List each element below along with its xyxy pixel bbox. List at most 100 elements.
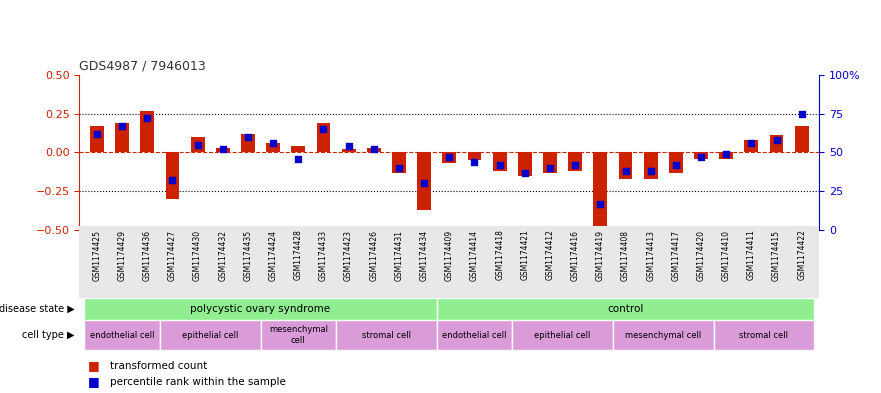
Text: GSM1174413: GSM1174413	[646, 230, 655, 281]
Text: GSM1174425: GSM1174425	[93, 230, 101, 281]
Bar	[669, 152, 683, 173]
Point	[417, 180, 431, 187]
Bar	[140, 110, 154, 152]
Point	[719, 151, 733, 157]
Text: GSM1174434: GSM1174434	[419, 230, 429, 281]
Text: GSM1174428: GSM1174428	[293, 230, 303, 281]
Bar	[115, 123, 129, 152]
Text: stromal cell: stromal cell	[739, 331, 788, 340]
Text: GSM1174416: GSM1174416	[571, 230, 580, 281]
Bar	[342, 149, 356, 152]
Point	[593, 200, 607, 207]
Bar	[90, 126, 104, 152]
Text: GSM1174415: GSM1174415	[772, 230, 781, 281]
Bar	[613, 320, 714, 350]
Text: percentile rank within the sample: percentile rank within the sample	[110, 377, 286, 387]
Text: transformed count: transformed count	[110, 361, 207, 371]
Point	[392, 165, 406, 171]
Point	[518, 169, 532, 176]
Bar	[85, 298, 437, 320]
Text: ■: ■	[88, 360, 100, 373]
Text: GSM1174418: GSM1174418	[495, 230, 504, 281]
Point	[140, 115, 154, 121]
Point	[744, 140, 759, 146]
Text: epithelial cell: epithelial cell	[182, 331, 239, 340]
Bar	[437, 320, 512, 350]
Bar	[418, 152, 431, 210]
Text: control: control	[607, 304, 644, 314]
Point	[568, 162, 582, 168]
Bar	[241, 134, 255, 152]
Bar	[618, 152, 633, 179]
Text: GSM1174412: GSM1174412	[545, 230, 554, 281]
Text: GSM1174424: GSM1174424	[269, 230, 278, 281]
Bar	[261, 320, 336, 350]
Point	[366, 146, 381, 152]
Bar	[594, 152, 607, 227]
Text: GSM1174427: GSM1174427	[168, 230, 177, 281]
Text: GSM1174430: GSM1174430	[193, 230, 202, 281]
Bar	[694, 152, 708, 159]
Point	[266, 140, 280, 146]
Bar	[468, 152, 481, 160]
Text: GSM1174436: GSM1174436	[143, 230, 152, 281]
Bar	[795, 126, 809, 152]
Bar	[744, 140, 759, 152]
Text: polycystic ovary syndrome: polycystic ovary syndrome	[190, 304, 330, 314]
Bar	[719, 152, 733, 159]
Text: mesenchymal cell: mesenchymal cell	[626, 331, 701, 340]
Bar	[166, 152, 180, 199]
Text: cell type ▶: cell type ▶	[22, 330, 75, 340]
Point	[795, 110, 809, 117]
Text: GSM1174410: GSM1174410	[722, 230, 730, 281]
Point	[644, 168, 658, 174]
Text: GSM1174414: GSM1174414	[470, 230, 479, 281]
Point	[669, 162, 683, 168]
Point	[543, 165, 557, 171]
Bar	[518, 152, 532, 176]
Text: GSM1174408: GSM1174408	[621, 230, 630, 281]
Text: disease state ▶: disease state ▶	[0, 304, 75, 314]
Bar	[543, 152, 557, 173]
Point	[166, 177, 180, 184]
Text: mesenchymal
cell: mesenchymal cell	[269, 325, 328, 345]
Text: GSM1174429: GSM1174429	[117, 230, 127, 281]
Point	[442, 154, 456, 160]
Text: GSM1174432: GSM1174432	[218, 230, 227, 281]
Bar	[266, 143, 280, 152]
Text: GSM1174420: GSM1174420	[697, 230, 706, 281]
Text: GSM1174423: GSM1174423	[344, 230, 353, 281]
Text: ■: ■	[88, 375, 100, 389]
Point	[216, 146, 230, 152]
Bar	[366, 148, 381, 152]
Bar	[512, 320, 613, 350]
Text: GSM1174417: GSM1174417	[671, 230, 680, 281]
Bar	[644, 152, 657, 179]
Bar	[392, 152, 406, 173]
Point	[292, 156, 306, 162]
Point	[618, 168, 633, 174]
Bar	[442, 152, 456, 163]
Text: GSM1174422: GSM1174422	[797, 230, 806, 281]
Text: GSM1174433: GSM1174433	[319, 230, 328, 281]
Bar	[216, 148, 230, 152]
Text: endothelial cell: endothelial cell	[442, 331, 507, 340]
Text: GSM1174409: GSM1174409	[445, 230, 454, 281]
Point	[694, 154, 708, 160]
Bar	[316, 123, 330, 152]
Bar	[336, 320, 437, 350]
Text: endothelial cell: endothelial cell	[90, 331, 154, 340]
Point	[316, 126, 330, 132]
Bar	[292, 146, 305, 152]
Text: GSM1174431: GSM1174431	[395, 230, 403, 281]
Bar	[492, 152, 507, 171]
Point	[90, 131, 104, 137]
Bar	[568, 152, 582, 171]
Text: GSM1174421: GSM1174421	[521, 230, 529, 281]
Bar	[437, 298, 814, 320]
Point	[769, 137, 783, 143]
Bar	[190, 137, 204, 152]
Bar	[85, 320, 159, 350]
Text: stromal cell: stromal cell	[362, 331, 411, 340]
Text: GSM1174419: GSM1174419	[596, 230, 605, 281]
